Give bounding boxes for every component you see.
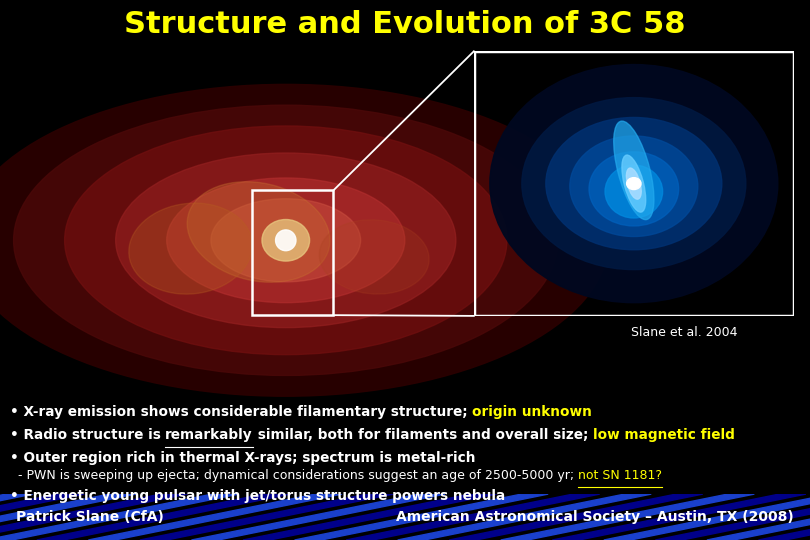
Ellipse shape	[627, 178, 641, 190]
Text: not SN 1181?: not SN 1181?	[578, 469, 662, 482]
Text: Patrick Slane (CfA): Patrick Slane (CfA)	[16, 510, 164, 524]
Ellipse shape	[275, 230, 296, 251]
Polygon shape	[0, 494, 136, 540]
Ellipse shape	[167, 178, 405, 302]
Bar	[252, 191, 334, 315]
Polygon shape	[243, 494, 497, 540]
Text: Slane et al. 2004: Slane et al. 2004	[631, 326, 737, 339]
Text: • Outer region rich in thermal X-rays; spectrum is metal-rich: • Outer region rich in thermal X-rays; s…	[10, 451, 475, 465]
Text: • X-ray emission shows considerable filamentary structure;: • X-ray emission shows considerable fila…	[10, 405, 472, 419]
Polygon shape	[398, 494, 651, 540]
Ellipse shape	[0, 84, 609, 396]
Ellipse shape	[319, 220, 429, 294]
Text: American Astronomical Society – Austin, TX (2008): American Astronomical Society – Austin, …	[396, 510, 794, 524]
Ellipse shape	[14, 105, 558, 375]
Text: - PWN is sweeping up ejecta; dynamical considerations suggest an age of 2500-500: - PWN is sweeping up ejecta; dynamical c…	[10, 469, 578, 482]
Text: • Radio structure is: • Radio structure is	[10, 428, 165, 442]
Text: low magnetic field: low magnetic field	[593, 428, 735, 442]
Polygon shape	[0, 494, 84, 540]
Polygon shape	[603, 494, 810, 540]
Polygon shape	[552, 494, 806, 540]
Polygon shape	[140, 494, 394, 540]
Polygon shape	[88, 494, 342, 540]
Ellipse shape	[522, 98, 746, 269]
Ellipse shape	[605, 165, 663, 218]
Polygon shape	[0, 494, 32, 540]
Ellipse shape	[626, 168, 642, 199]
Polygon shape	[450, 494, 703, 540]
Polygon shape	[36, 494, 291, 540]
Ellipse shape	[589, 152, 679, 226]
Ellipse shape	[65, 126, 507, 355]
Ellipse shape	[262, 219, 309, 261]
Polygon shape	[707, 494, 810, 540]
Text: remarkably: remarkably	[165, 428, 253, 442]
Polygon shape	[501, 494, 754, 540]
Text: similar, both for filaments and overall size;: similar, both for filaments and overall …	[253, 428, 593, 442]
Polygon shape	[655, 494, 810, 540]
Polygon shape	[0, 494, 187, 540]
Ellipse shape	[211, 199, 360, 282]
Polygon shape	[295, 494, 548, 540]
Text: • Energetic young pulsar with jet/torus structure powers nebula: • Energetic young pulsar with jet/torus …	[10, 489, 505, 503]
Ellipse shape	[546, 118, 722, 249]
Polygon shape	[0, 494, 239, 540]
Ellipse shape	[129, 203, 252, 294]
Ellipse shape	[490, 65, 778, 302]
Ellipse shape	[187, 181, 330, 282]
Polygon shape	[191, 494, 445, 540]
Ellipse shape	[569, 136, 698, 237]
Polygon shape	[758, 494, 810, 540]
Text: Structure and Evolution of 3C 58: Structure and Evolution of 3C 58	[124, 10, 686, 39]
Text: origin unknown: origin unknown	[472, 405, 592, 419]
Ellipse shape	[622, 155, 646, 212]
Ellipse shape	[116, 153, 456, 328]
Polygon shape	[346, 494, 599, 540]
Ellipse shape	[614, 121, 654, 220]
